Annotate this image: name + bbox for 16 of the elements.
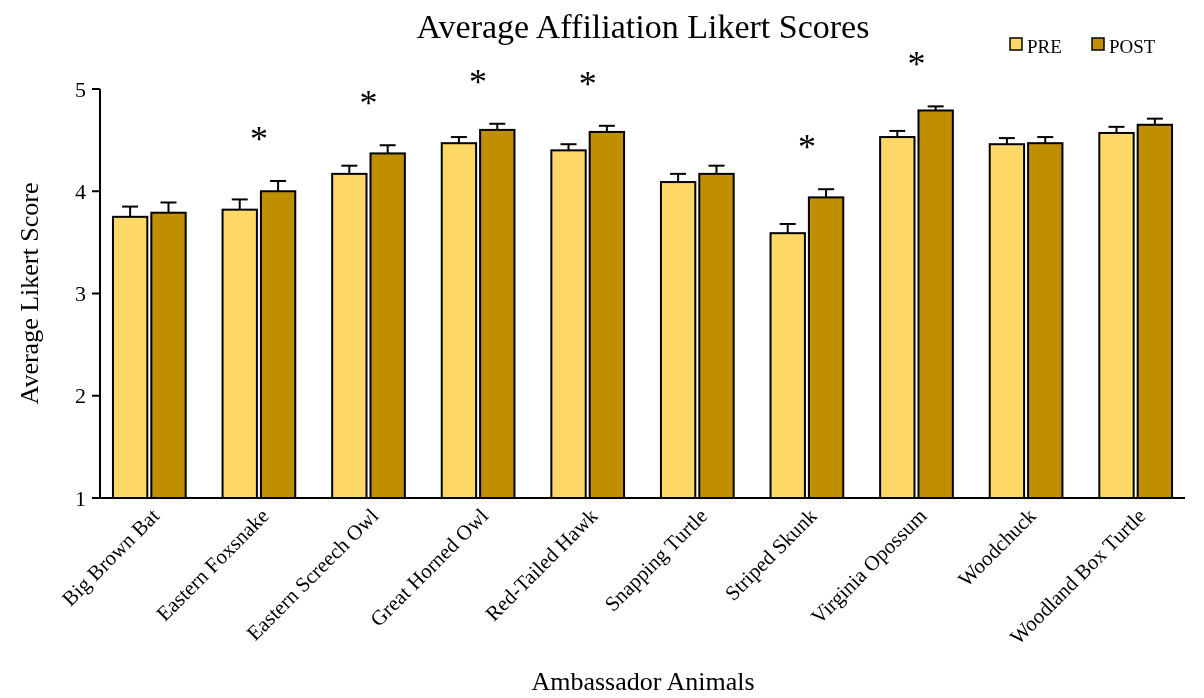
- annotation: *: [469, 61, 488, 102]
- y-tick-label: 1: [75, 485, 86, 511]
- y-tick-label: 3: [75, 281, 86, 307]
- legend-label: PRE: [1027, 35, 1062, 57]
- y-tick-label: 5: [75, 76, 86, 102]
- y-axis-title: Average Likert Score: [15, 182, 44, 405]
- y-tick-label: 4: [75, 178, 86, 204]
- x-axis-title: Ambassador Animals: [531, 667, 755, 696]
- legend-label: POST: [1109, 35, 1156, 57]
- annotation: *: [359, 83, 378, 124]
- annotation: *: [907, 44, 926, 85]
- annotation: *: [249, 119, 268, 160]
- y-tick-label: 2: [75, 383, 86, 409]
- annotation: *: [578, 63, 597, 104]
- annotation: *: [797, 127, 816, 168]
- chart-title: Average Affiliation Likert Scores: [416, 8, 870, 45]
